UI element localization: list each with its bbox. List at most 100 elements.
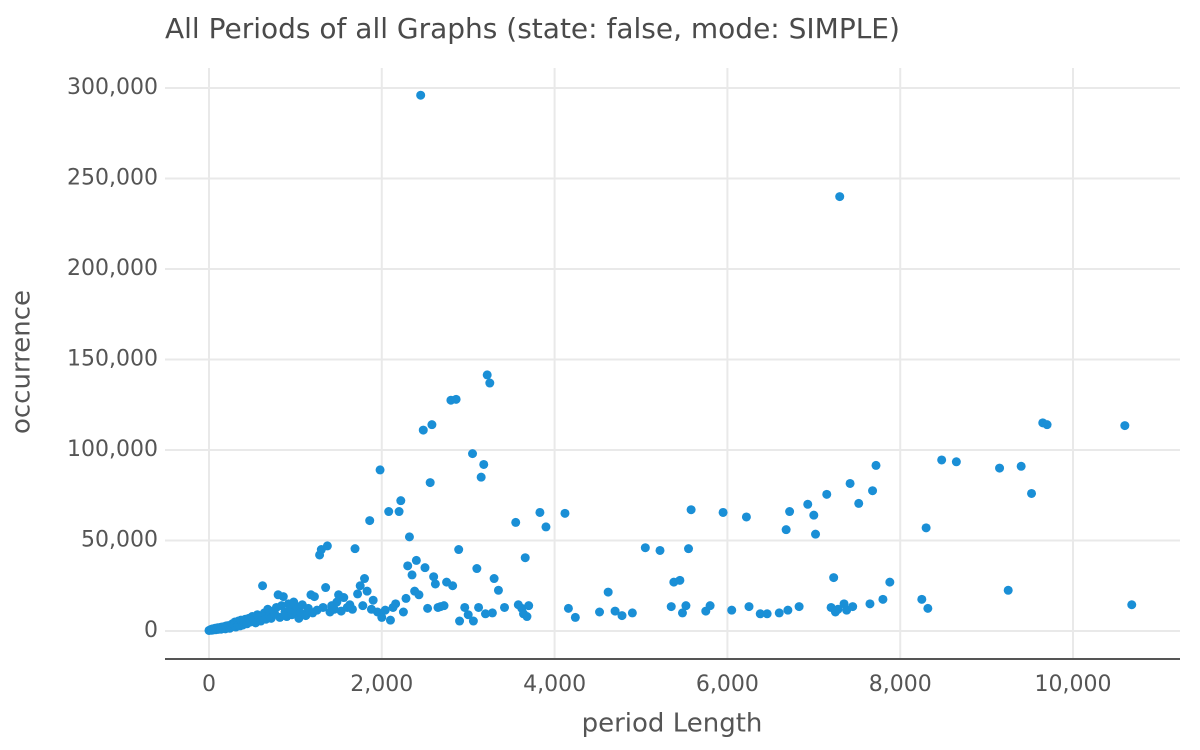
data-point: [439, 601, 449, 611]
data-point: [1127, 600, 1137, 610]
data-point: [718, 507, 728, 517]
data-point: [1027, 488, 1037, 498]
data-point: [868, 486, 878, 496]
data-point: [365, 516, 375, 526]
data-point: [423, 603, 433, 613]
data-point: [995, 463, 1005, 473]
data-point: [482, 370, 492, 380]
data-point: [472, 564, 482, 574]
data-point: [499, 602, 509, 612]
data-point: [563, 603, 573, 613]
x-tick-label: 2,000: [350, 672, 413, 697]
data-point: [403, 561, 413, 571]
data-point: [418, 425, 428, 435]
data-point: [353, 589, 363, 599]
data-point: [878, 594, 888, 604]
data-point: [524, 601, 534, 611]
data-point: [485, 378, 495, 388]
data-point: [885, 577, 895, 587]
data-point: [398, 607, 408, 617]
data-point: [355, 581, 365, 591]
data-point: [794, 602, 804, 612]
data-point: [384, 507, 394, 517]
data-point: [479, 459, 489, 469]
data-point: [480, 609, 490, 619]
data-point: [681, 601, 691, 611]
data-point: [347, 604, 357, 614]
data-point: [455, 616, 465, 626]
data-point: [520, 553, 530, 563]
data-point: [522, 612, 532, 622]
y-axis-label: occurrence: [7, 290, 37, 434]
x-tick-label: 6,000: [696, 672, 759, 697]
data-point: [783, 605, 793, 615]
data-point: [427, 420, 437, 430]
data-point: [560, 508, 570, 518]
data-point: [1016, 461, 1026, 471]
data-point: [871, 460, 881, 470]
data-point: [430, 579, 440, 589]
y-tick-labels: 0 50,000 100,000 150,000 200,000 250,000 300,0…: [67, 75, 158, 643]
data-point: [309, 592, 319, 602]
data-point: [686, 505, 696, 515]
data-point: [570, 612, 580, 622]
data-point: [301, 611, 311, 621]
data-point: [493, 585, 503, 595]
data-point: [368, 595, 378, 605]
data-point: [951, 457, 961, 467]
data-point: [845, 478, 855, 488]
data-point: [407, 570, 417, 580]
data-point: [640, 543, 650, 553]
data-point: [416, 90, 426, 100]
data-point: [360, 574, 370, 584]
data-point: [677, 608, 687, 618]
data-point: [489, 574, 499, 584]
data-point: [666, 602, 676, 612]
data-point: [511, 517, 521, 527]
data-point: [762, 609, 772, 619]
data-point: [394, 507, 404, 517]
data-point: [675, 575, 685, 585]
data-point: [865, 599, 875, 609]
x-tick-label: 4,000: [523, 672, 586, 697]
data-point: [809, 510, 819, 520]
y-tick-label: 250,000: [67, 166, 158, 191]
data-point: [358, 601, 368, 611]
y-tick-label: 300,000: [67, 75, 158, 100]
data-point: [377, 612, 387, 622]
data-point: [380, 605, 390, 615]
data-point: [755, 609, 765, 619]
data-point: [278, 592, 288, 602]
data-point: [1042, 420, 1052, 430]
data-point: [425, 478, 435, 488]
data-point: [474, 602, 484, 612]
data-point: [781, 525, 791, 535]
y-tick-label: 200,000: [67, 256, 158, 281]
data-point: [396, 496, 406, 506]
data-point: [404, 532, 414, 542]
data-point: [822, 489, 832, 499]
chart-title: All Periods of all Graphs (state: false,…: [165, 12, 900, 45]
data-point: [741, 512, 751, 522]
data-point: [1120, 421, 1130, 431]
data-point: [744, 602, 754, 612]
x-tick-labels: 0 2,000 4,000 6,000 8,000 10,000: [202, 672, 1111, 697]
data-point: [463, 610, 473, 620]
data-point: [385, 615, 395, 625]
data-point: [727, 605, 737, 615]
data-point: [339, 593, 349, 603]
data-point: [420, 563, 430, 573]
y-tick-label: 100,000: [67, 437, 158, 462]
data-point: [835, 192, 845, 202]
data-point: [535, 507, 545, 517]
data-point: [429, 572, 439, 582]
data-point: [448, 581, 458, 591]
data-point: [401, 593, 411, 603]
data-point: [603, 587, 613, 597]
data-point: [921, 523, 931, 533]
data-point: [917, 594, 927, 604]
x-tick-label: 8,000: [869, 672, 932, 697]
x-tick-label: 10,000: [1035, 672, 1112, 697]
data-point: [414, 590, 424, 600]
